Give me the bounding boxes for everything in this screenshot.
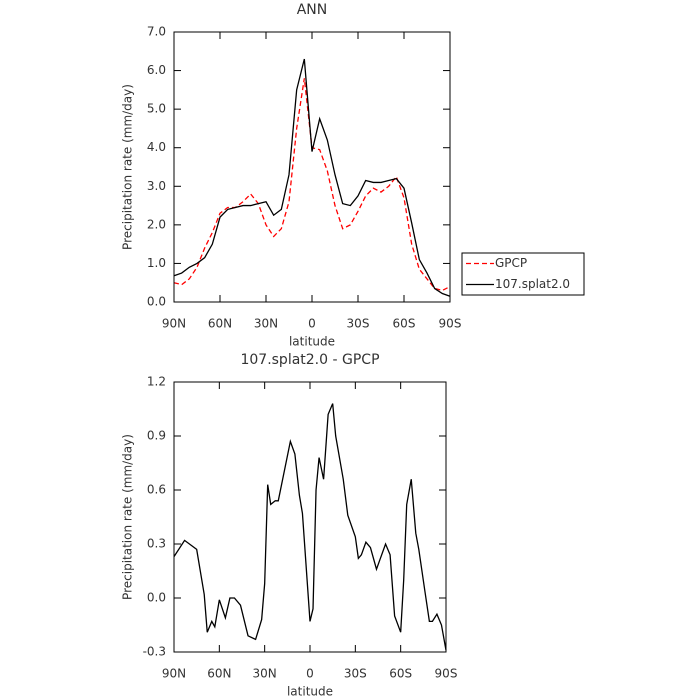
x-tick-label: 90S <box>435 667 458 681</box>
legend-box <box>461 252 585 296</box>
y-tick-label: 3.0 <box>147 179 166 193</box>
plot-frame <box>173 381 447 653</box>
diff-line <box>173 403 447 651</box>
x-tick-label: 30N <box>253 667 277 681</box>
legend-label: GPCP <box>495 256 527 270</box>
y-tick-label: 1.2 <box>147 375 166 389</box>
y-tick-label: 7.0 <box>147 25 166 39</box>
y-tick-label: 5.0 <box>147 102 166 116</box>
y-tick-label: 0.0 <box>147 295 166 309</box>
x-tick-label: 90S <box>439 317 462 331</box>
x-tick-label: 60S <box>389 667 412 681</box>
y-tick-label: 4.0 <box>147 140 166 154</box>
chart-title: 107.splat2.0 - GPCP <box>240 352 379 368</box>
x-tick-label: 0 <box>308 317 316 331</box>
y-tick-label: 0.0 <box>147 591 166 605</box>
y-tick-label: 6.0 <box>147 63 166 77</box>
x-tick-label: 90N <box>162 667 186 681</box>
y-tick-label: 2.0 <box>147 217 166 231</box>
y-tick-label: 0.3 <box>147 537 166 551</box>
series-line <box>173 78 451 292</box>
x-tick-label: 60N <box>208 317 232 331</box>
y-tick-label: 0.9 <box>147 429 166 443</box>
plot-frame <box>173 31 451 303</box>
x-axis-label: latitude <box>287 685 333 699</box>
y-tick-label: 1.0 <box>147 256 166 270</box>
x-tick-label: 0 <box>306 667 314 681</box>
series-line <box>173 58 451 297</box>
x-tick-label: 30N <box>254 317 278 331</box>
legend-label: 107.splat2.0 <box>495 277 570 291</box>
x-tick-label: 60S <box>393 317 416 331</box>
x-axis-label: latitude <box>289 335 335 349</box>
y-axis-label: Precipitation rate (mm/day) <box>121 434 135 600</box>
x-tick-label: 30S <box>347 317 370 331</box>
y-tick-label: -0.3 <box>143 645 166 659</box>
y-axis-label: Precipitation rate (mm/day) <box>121 84 135 250</box>
chart-title: ANN <box>297 2 328 18</box>
x-tick-label: 60N <box>207 667 231 681</box>
x-tick-label: 30S <box>344 667 367 681</box>
x-tick-label: 90N <box>162 317 186 331</box>
y-tick-label: 0.6 <box>147 483 166 497</box>
